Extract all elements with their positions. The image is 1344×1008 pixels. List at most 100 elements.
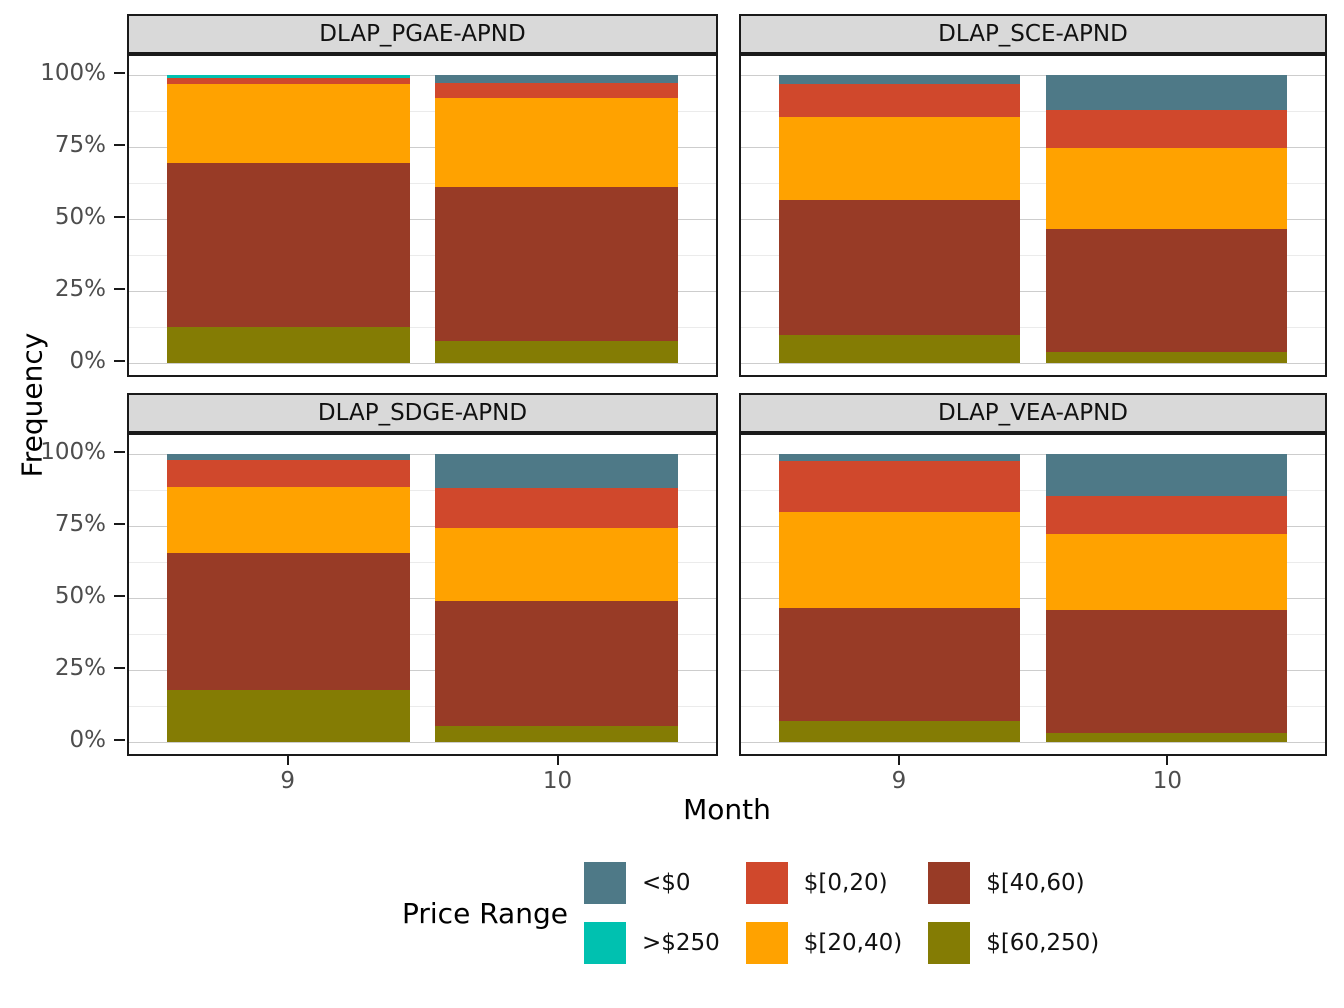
y-tick-mark: [114, 667, 125, 669]
x-tick-mark: [556, 756, 559, 765]
bar-segment-$[20,40): [167, 486, 410, 554]
legend-entry: >$250: [583, 922, 720, 964]
bar-segment-$[40,60): [778, 200, 1021, 336]
minor-gridline: [741, 327, 1325, 328]
minor-gridline: [741, 562, 1325, 563]
bars-region: [129, 454, 716, 742]
legend-entry: $[60,250): [928, 922, 1099, 964]
stacked-bar-month-10: [1045, 75, 1288, 363]
minor-gridline: [741, 490, 1325, 491]
facet-strip-sdge: DLAP_SDGE-APND: [127, 393, 718, 433]
bar-segment-$[0,20): [778, 83, 1021, 117]
x-tick-label: 9: [280, 768, 296, 794]
y-tick-mark: [114, 72, 125, 74]
major-gridline: [741, 147, 1325, 148]
legend-label: $[60,250): [986, 930, 1100, 956]
bar-segment-$[60,250): [435, 725, 678, 742]
bar-segment-$[20,40): [1045, 534, 1288, 611]
bar-segment-$[20,40): [435, 98, 678, 188]
bar-segment-$[40,60): [167, 163, 410, 327]
major-gridline: [129, 670, 716, 671]
minor-gridline: [741, 634, 1325, 635]
major-gridline: [129, 598, 716, 599]
minor-gridline: [741, 255, 1325, 256]
bar-segment-<$0: [778, 454, 1021, 461]
bar-segment-<$0: [778, 75, 1021, 84]
stacked-bar-month-9: [167, 454, 410, 742]
minor-gridline: [129, 634, 716, 635]
major-gridline: [741, 75, 1325, 76]
x-tick-label: 10: [542, 768, 573, 794]
y-tick-mark: [114, 216, 125, 218]
y-tick-mark: [114, 451, 125, 453]
legend-label: $[20,40): [803, 930, 903, 956]
legend-label: $[0,20): [803, 870, 888, 896]
y-tick-mark: [114, 288, 125, 290]
bar-segment-$[40,60): [1045, 610, 1288, 734]
major-gridline: [129, 454, 716, 455]
x-tick-mark: [897, 756, 900, 765]
minor-gridline: [741, 706, 1325, 707]
y-tick-mark: [114, 595, 125, 597]
major-gridline: [129, 363, 716, 364]
bar-segment-$[0,20): [167, 77, 410, 84]
bars-region: [741, 454, 1325, 742]
stacked-bar-month-9: [167, 75, 410, 363]
facet-strip-pgae: DLAP_PGAE-APND: [127, 14, 718, 54]
major-gridline: [129, 147, 716, 148]
legend-entry: $[0,20): [745, 862, 902, 904]
legend-swatch-lt0: [583, 862, 626, 904]
y-tick-label: 0%: [69, 348, 107, 374]
bar-segment-<$0: [1045, 75, 1288, 111]
legend-swatch-0-20: [745, 862, 788, 904]
y-tick-label: 50%: [54, 583, 106, 609]
major-gridline: [741, 598, 1325, 599]
major-gridline: [741, 670, 1325, 671]
minor-gridline: [741, 111, 1325, 112]
bar-segment-$[60,250): [435, 341, 678, 363]
y-tick-label: 100%: [40, 60, 106, 86]
bar-segment-$[20,40): [778, 511, 1021, 609]
x-tick-label: 10: [1152, 768, 1182, 794]
bar-segment-<$0: [167, 454, 410, 461]
legend-entry: $[40,60): [928, 862, 1099, 904]
minor-gridline: [129, 490, 716, 491]
x-tick-mark: [286, 756, 289, 765]
major-gridline: [741, 291, 1325, 292]
panel-vea: [739, 433, 1327, 756]
bar-segment-<$0: [435, 454, 678, 488]
stacked-bar-month-10: [1045, 454, 1288, 742]
bar-segment-$[0,20): [435, 487, 678, 529]
legend-label: >$250: [641, 930, 720, 956]
bar-segment-$[0,20): [1045, 110, 1288, 149]
bar-segment-$[60,250): [778, 720, 1021, 742]
major-gridline: [129, 526, 716, 527]
major-gridline: [741, 219, 1325, 220]
bar-segment-$[0,20): [167, 460, 410, 487]
y-tick-label: 25%: [54, 276, 106, 302]
stacked-bar-month-10: [435, 454, 678, 742]
y-tick-label: 50%: [54, 204, 106, 230]
bar-segment-<$0: [435, 75, 678, 84]
minor-gridline: [741, 183, 1325, 184]
legend-entry: $[20,40): [745, 922, 903, 964]
y-tick-label: 75%: [54, 132, 106, 158]
minor-gridline: [129, 327, 716, 328]
major-gridline: [741, 454, 1325, 455]
bar-segment-$[20,40): [778, 116, 1021, 201]
minor-gridline: [129, 562, 716, 563]
bar-segment-$[0,20): [778, 460, 1021, 512]
bar-segment-$[20,40): [1045, 148, 1288, 229]
panel-sce: [739, 54, 1327, 377]
x-tick-mark: [1166, 756, 1169, 765]
bar-segment-$[0,20): [435, 83, 678, 99]
legend-title: Price Range: [402, 896, 568, 930]
legend-swatch-60-250: [928, 922, 971, 964]
y-tick-label: 100%: [40, 439, 106, 465]
bar-segment-$[60,250): [167, 327, 410, 363]
major-gridline: [741, 363, 1325, 364]
bars-region: [129, 75, 716, 363]
y-tick-label: 25%: [54, 655, 106, 681]
minor-gridline: [129, 255, 716, 256]
y-axis-title: Frequency: [15, 332, 49, 478]
